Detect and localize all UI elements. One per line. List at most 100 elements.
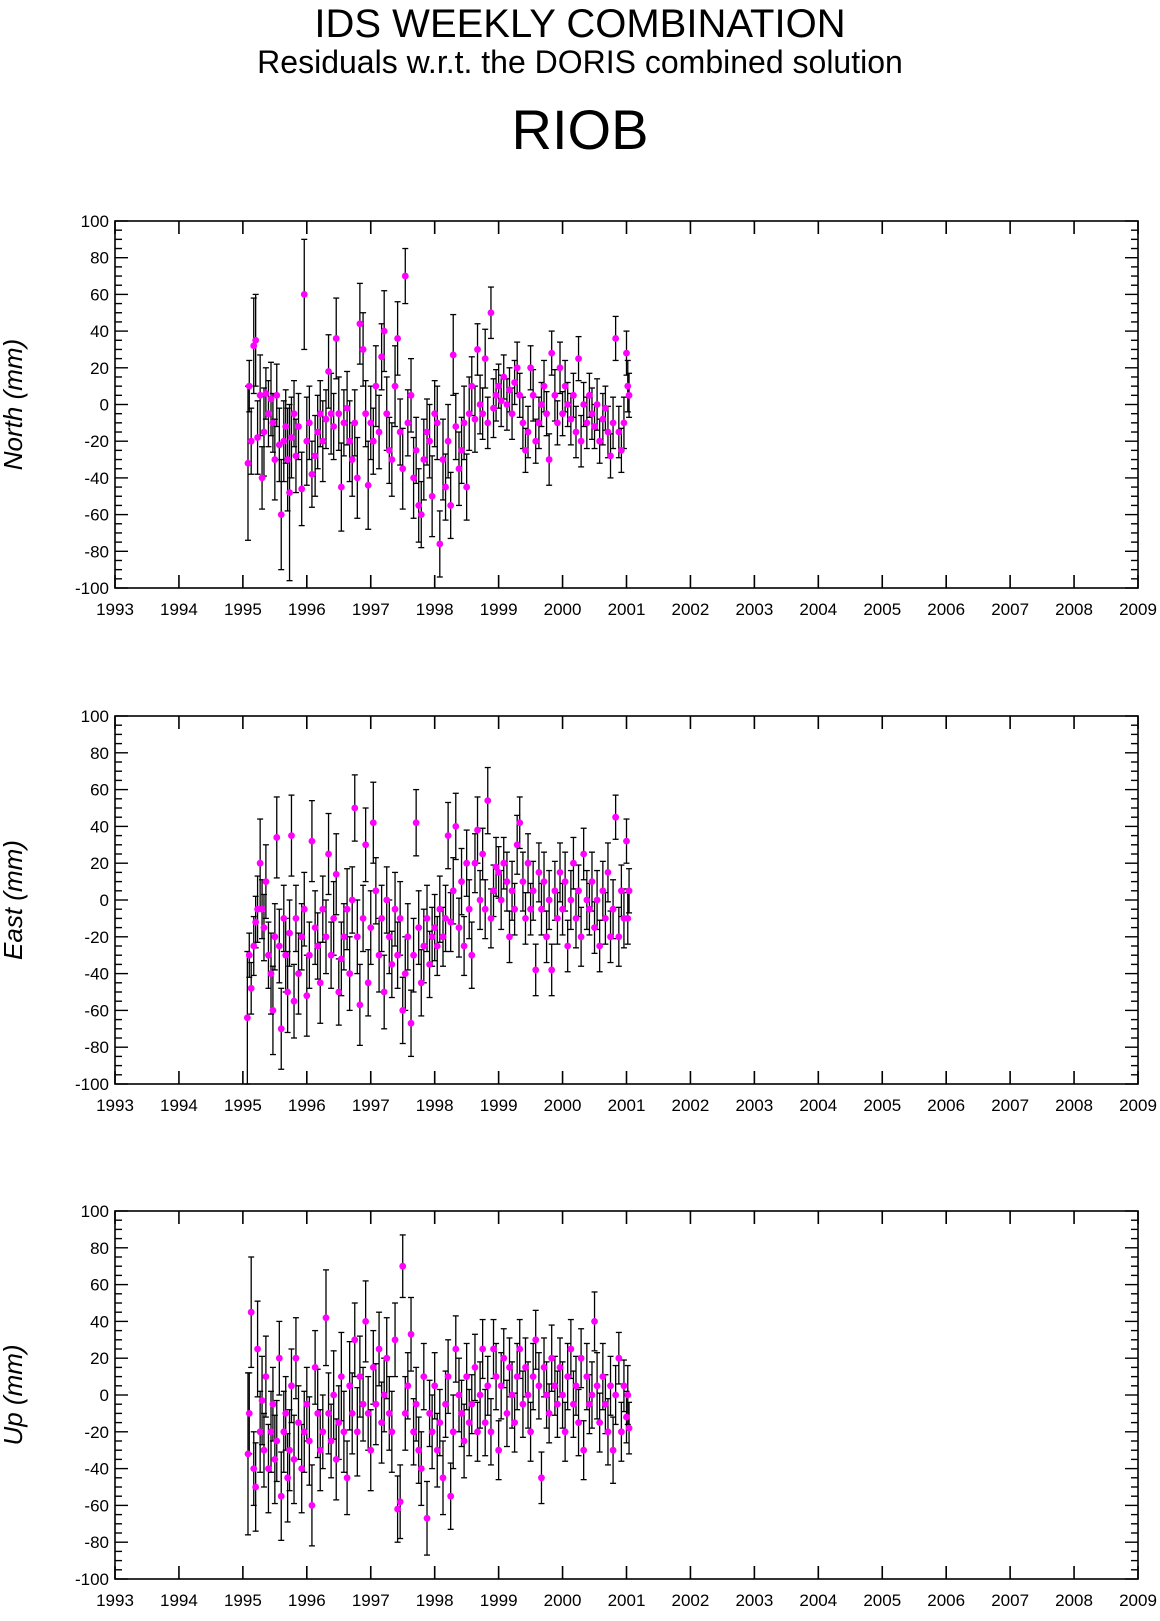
data-point xyxy=(567,415,575,423)
data-point xyxy=(481,355,489,363)
data-point xyxy=(292,452,300,460)
data-point xyxy=(343,1474,351,1482)
data-point xyxy=(604,1428,612,1436)
data-point xyxy=(401,1410,409,1417)
data-point xyxy=(593,896,601,904)
data-point xyxy=(511,1419,519,1426)
x-tick-label: 2009 xyxy=(1119,600,1157,619)
y-axis-label: Up (mm) xyxy=(0,1344,28,1445)
data-point xyxy=(458,1410,465,1417)
data-point xyxy=(452,823,460,830)
data-point xyxy=(617,887,625,895)
x-tick-label: 2008 xyxy=(1055,600,1093,619)
data-point xyxy=(516,391,524,399)
data-point xyxy=(305,1437,313,1445)
data-point xyxy=(380,988,388,996)
data-point xyxy=(487,915,495,922)
data-point xyxy=(586,1400,593,1408)
data-point xyxy=(481,1419,489,1426)
data-point xyxy=(308,1502,316,1509)
data-point xyxy=(303,1400,311,1408)
x-tick-label: 1998 xyxy=(416,1096,454,1115)
data-point xyxy=(527,1428,534,1436)
data-point xyxy=(428,1428,436,1436)
data-point xyxy=(378,1419,386,1426)
data-point xyxy=(356,1001,364,1009)
data-point xyxy=(325,368,332,375)
data-point xyxy=(468,382,476,390)
data-point xyxy=(271,933,279,941)
data-point xyxy=(265,410,272,418)
data-point xyxy=(500,859,508,867)
data-point xyxy=(372,887,380,895)
data-point xyxy=(532,1336,540,1344)
data-point xyxy=(538,905,545,913)
data-point xyxy=(346,437,354,445)
data-point xyxy=(348,896,356,904)
data-point xyxy=(447,918,455,926)
data-point xyxy=(559,410,566,418)
data-point xyxy=(396,915,404,922)
data-point xyxy=(332,870,340,878)
data-point xyxy=(561,1428,569,1436)
data-point xyxy=(548,1354,556,1362)
x-tick-label: 2004 xyxy=(799,1096,837,1115)
data-point xyxy=(367,924,375,931)
x-tick-label: 1993 xyxy=(96,600,134,619)
data-point xyxy=(423,428,431,436)
data-point xyxy=(599,1373,607,1380)
data-point xyxy=(503,401,511,408)
y-tick-label: -80 xyxy=(84,1533,109,1552)
data-point xyxy=(260,428,268,436)
x-tick-label: 2002 xyxy=(672,600,710,619)
data-point xyxy=(516,819,524,827)
data-point xyxy=(554,419,561,427)
y-tick-label: 60 xyxy=(90,1276,109,1295)
data-point xyxy=(252,1483,260,1491)
data-point xyxy=(527,905,534,913)
data-point xyxy=(337,483,345,491)
data-point xyxy=(404,1382,412,1390)
data-point xyxy=(277,511,285,518)
data-point xyxy=(508,887,516,895)
data-point xyxy=(295,423,302,430)
data-point xyxy=(282,1410,290,1417)
data-point xyxy=(325,850,332,858)
data-point xyxy=(322,933,330,941)
data-point xyxy=(282,423,290,430)
data-point xyxy=(522,446,529,454)
data-point xyxy=(588,878,596,885)
data-point xyxy=(401,970,409,977)
data-point xyxy=(516,1345,524,1353)
x-tick-label: 1998 xyxy=(416,600,454,619)
data-point xyxy=(273,834,281,841)
data-point xyxy=(364,1410,372,1417)
data-point xyxy=(564,942,572,950)
data-point xyxy=(591,1318,598,1325)
data-point xyxy=(487,1428,495,1436)
data-point xyxy=(444,832,452,839)
y-tick-label: 0 xyxy=(100,1386,109,1405)
data-point xyxy=(420,456,428,463)
y-tick-label: -40 xyxy=(84,1460,109,1479)
data-point xyxy=(265,1465,272,1472)
data-point xyxy=(245,1410,253,1417)
data-point xyxy=(391,1336,399,1344)
data-point xyxy=(511,379,519,386)
data-point xyxy=(316,410,324,418)
data-point xyxy=(529,1373,537,1380)
data-point xyxy=(519,1400,527,1408)
x-tick-label: 1995 xyxy=(224,600,262,619)
plot-frame xyxy=(114,715,1139,1085)
data-point xyxy=(288,832,295,839)
data-point xyxy=(280,1428,288,1436)
data-point xyxy=(612,1391,620,1399)
data-point xyxy=(282,951,290,959)
data-point xyxy=(519,878,527,885)
x-tick-label: 2007 xyxy=(991,600,1029,619)
data-point xyxy=(286,489,293,496)
data-point xyxy=(340,419,348,427)
y-tick-label: -20 xyxy=(84,432,109,451)
data-point xyxy=(556,869,564,876)
data-point xyxy=(244,459,252,467)
